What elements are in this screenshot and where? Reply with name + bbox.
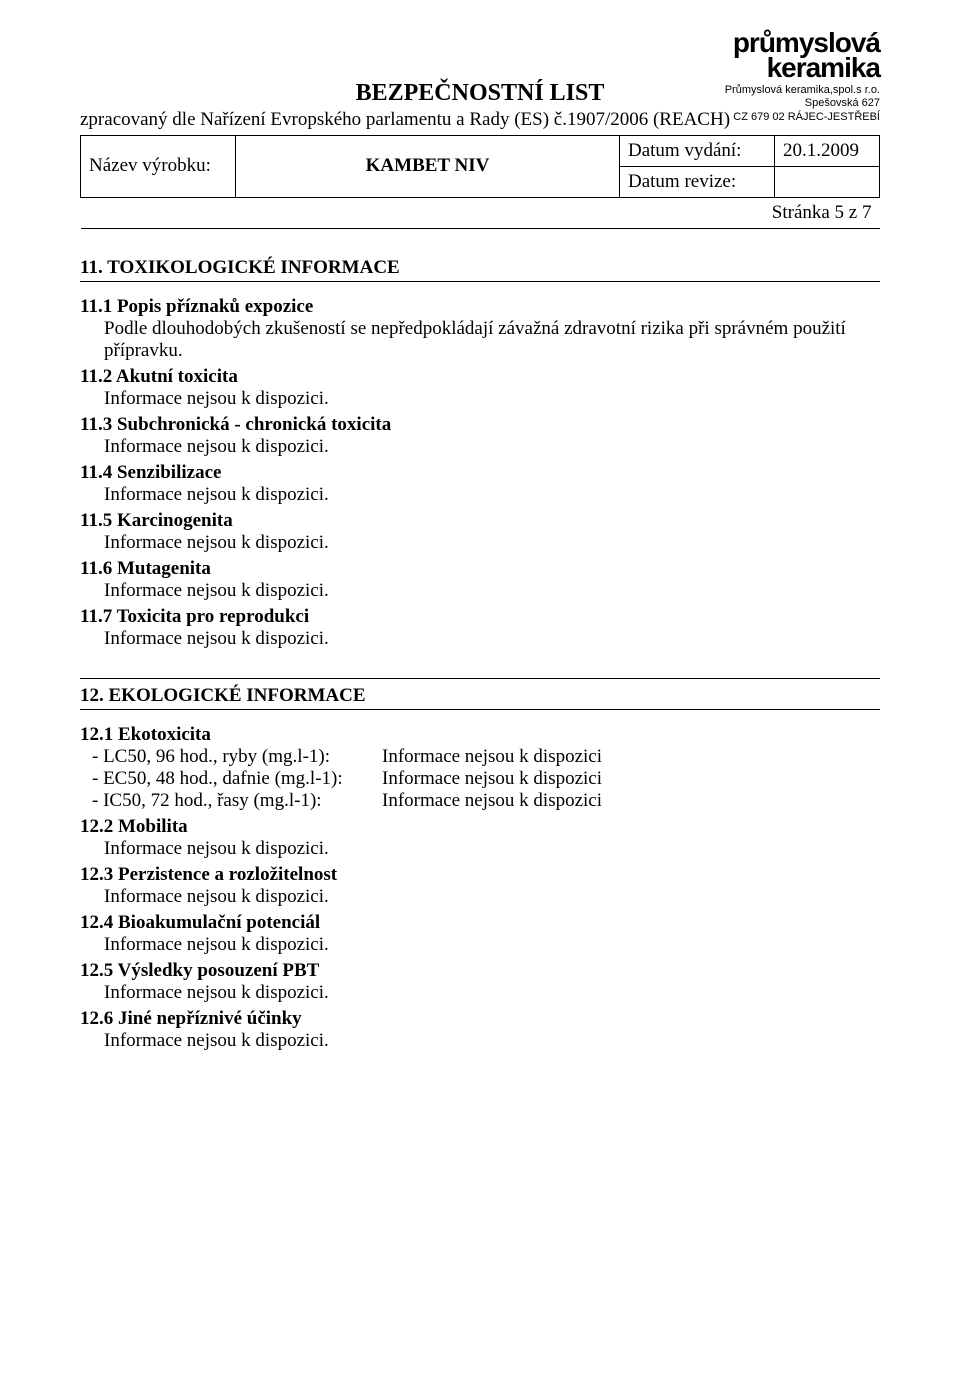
sec-11-3-heading: 11.3 Subchronická - chronická toxicita — [80, 414, 880, 436]
sec-12-4-heading: 12.4 Bioakumulační potenciál — [80, 912, 880, 934]
ecotoxicity-row-label: - EC50, 48 hod., dafnie (mg.l-1): — [92, 768, 382, 790]
sec-12-6-text: Informace nejsou k dispozici. — [104, 1030, 880, 1052]
logo-line2: keramika — [767, 52, 880, 83]
sec-11-4-text: Informace nejsou k dispozici. — [104, 484, 880, 506]
sec-11-4-heading: 11.4 Senzibilizace — [80, 462, 880, 484]
sec-12-2-heading: 12.2 Mobilita — [80, 816, 880, 838]
ecotoxicity-row: - IC50, 72 hod., řasy (mg.l-1):Informace… — [92, 790, 880, 812]
company-logo: průmyslová keramika — [733, 30, 880, 80]
page-number: Stránka 5 z 7 — [81, 197, 880, 228]
sec-11-7-heading: 11.7 Toxicita pro reprodukci — [80, 606, 880, 628]
section-12-body: 12.1 Ekotoxicita - LC50, 96 hod., ryby (… — [80, 724, 880, 1052]
ecotoxicity-rows: - LC50, 96 hod., ryby (mg.l-1):Informace… — [80, 746, 880, 812]
sec-11-3-text: Informace nejsou k dispozici. — [104, 436, 880, 458]
sec-11-1-text: Podle dlouhodobých zkušeností se nepředp… — [104, 318, 880, 362]
issue-date-value: 20.1.2009 — [775, 135, 880, 166]
sec-12-3-heading: 12.3 Perzistence a rozložitelnost — [80, 864, 880, 886]
sec-11-1-heading: 11.1 Popis příznaků expozice — [80, 296, 880, 318]
sec-12-5-heading: 12.5 Výsledky posouzení PBT — [80, 960, 880, 982]
sec-12-1-heading: 12.1 Ekotoxicita — [80, 724, 880, 746]
header-table: Název výrobku: KAMBET NIV Datum vydání: … — [80, 135, 880, 229]
section-11-body: 11.1 Popis příznaků expozice Podle dlouh… — [80, 296, 880, 650]
sec-11-7-text: Informace nejsou k dispozici. — [104, 628, 880, 650]
ecotoxicity-row: - EC50, 48 hod., dafnie (mg.l-1):Informa… — [92, 768, 880, 790]
ecotoxicity-row-value: Informace nejsou k dispozici — [382, 768, 880, 790]
product-label: Název výrobku: — [81, 135, 236, 197]
ecotoxicity-row-value: Informace nejsou k dispozici — [382, 790, 880, 812]
ecotoxicity-row-label: - IC50, 72 hod., řasy (mg.l-1): — [92, 790, 382, 812]
product-name: KAMBET NIV — [236, 135, 620, 197]
sec-12-5-text: Informace nejsou k dispozici. — [104, 982, 880, 1004]
company-logo-block: průmyslová keramika — [80, 30, 880, 82]
sec-12-6-heading: 12.6 Jiné nepříznivé účinky — [80, 1008, 880, 1030]
sec-11-6-text: Informace nejsou k dispozici. — [104, 580, 880, 602]
rev-date-label: Datum revize: — [620, 166, 775, 197]
ecotoxicity-row: - LC50, 96 hod., ryby (mg.l-1):Informace… — [92, 746, 880, 768]
issue-date-label: Datum vydání: — [620, 135, 775, 166]
sec-11-6-heading: 11.6 Mutagenita — [80, 558, 880, 580]
sec-12-2-text: Informace nejsou k dispozici. — [104, 838, 880, 860]
section-11-heading: 11. TOXIKOLOGICKÉ INFORMACE — [80, 257, 880, 282]
sec-12-3-text: Informace nejsou k dispozici. — [104, 886, 880, 908]
rev-date-value — [775, 166, 880, 197]
sec-11-5-text: Informace nejsou k dispozici. — [104, 532, 880, 554]
sec-11-2-text: Informace nejsou k dispozici. — [104, 388, 880, 410]
ecotoxicity-row-value: Informace nejsou k dispozici — [382, 746, 880, 768]
sec-11-2-heading: 11.2 Akutní toxicita — [80, 366, 880, 388]
ecotoxicity-row-label: - LC50, 96 hod., ryby (mg.l-1): — [92, 746, 382, 768]
sec-11-5-heading: 11.5 Karcinogenita — [80, 510, 880, 532]
section-12-heading: 12. EKOLOGICKÉ INFORMACE — [80, 678, 880, 710]
sec-12-4-text: Informace nejsou k dispozici. — [104, 934, 880, 956]
